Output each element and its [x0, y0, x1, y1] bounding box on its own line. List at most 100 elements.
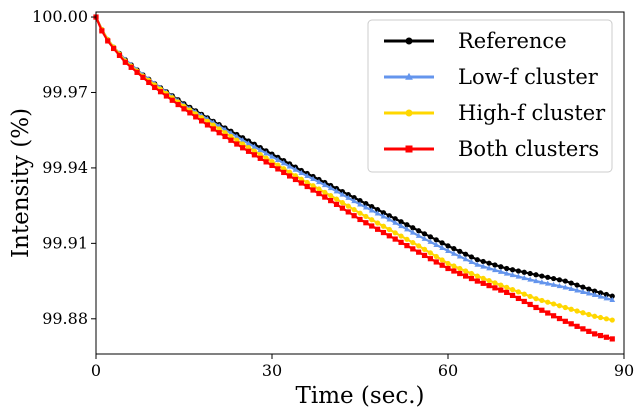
- data-point: [374, 210, 381, 216]
- data-point: [456, 253, 463, 259]
- data-point: [386, 233, 392, 239]
- data-point: [585, 290, 592, 296]
- data-point: [498, 282, 504, 288]
- data-point: [497, 268, 504, 274]
- data-point: [380, 223, 387, 229]
- data-point: [580, 326, 586, 332]
- y-axis-label: Intensity (%): [8, 108, 34, 258]
- legend-entry: Low-f cluster: [384, 65, 599, 89]
- data-point: [345, 209, 351, 215]
- data-point: [292, 176, 299, 183]
- data-point: [597, 332, 604, 339]
- data-point: [322, 189, 328, 195]
- data-point: [591, 291, 598, 297]
- data-point: [445, 260, 451, 267]
- data-point: [351, 213, 357, 219]
- data-point: [592, 288, 598, 294]
- data-point: [445, 243, 451, 249]
- data-point: [175, 101, 181, 108]
- data-point: [545, 310, 551, 316]
- data-point: [245, 148, 252, 154]
- data-point: [369, 223, 375, 229]
- data-point: [597, 290, 604, 296]
- y-tick-label: 99.97: [42, 82, 88, 101]
- data-point: [609, 336, 615, 342]
- data-point: [551, 313, 557, 319]
- data-point: [333, 188, 340, 194]
- data-point: [551, 275, 557, 282]
- data-point: [451, 250, 457, 256]
- data-point: [310, 187, 316, 193]
- data-point: [351, 197, 357, 204]
- data-point: [527, 270, 533, 277]
- data-point: [474, 273, 480, 279]
- data-point: [568, 306, 574, 312]
- data-point: [474, 278, 480, 284]
- data-point: [369, 217, 375, 223]
- data-point: [568, 285, 575, 291]
- data-point: [421, 231, 428, 237]
- data-point: [492, 285, 498, 291]
- data-point: [263, 159, 269, 165]
- data-point: [386, 216, 393, 222]
- data-point: [427, 256, 433, 262]
- data-point: [597, 293, 604, 299]
- data-point: [345, 194, 352, 200]
- data-point: [445, 265, 451, 272]
- data-point: [152, 84, 158, 91]
- data-point: [556, 282, 563, 289]
- data-point: [480, 258, 486, 265]
- data-point: [556, 315, 563, 322]
- data-point: [504, 289, 510, 295]
- data-point: [439, 262, 445, 268]
- legend-label: Both clusters: [458, 137, 599, 161]
- data-point: [427, 238, 434, 244]
- data-point: [251, 152, 257, 158]
- data-point: [292, 166, 299, 172]
- data-point: [515, 295, 521, 302]
- legend-label: Low-f cluster: [458, 65, 599, 89]
- data-point: [351, 194, 357, 201]
- data-point: [363, 220, 369, 226]
- data-point: [451, 263, 457, 269]
- data-point: [99, 28, 105, 34]
- legend-swatch-marker: [405, 72, 413, 80]
- data-point: [357, 216, 363, 223]
- data-point: [457, 248, 463, 254]
- y-tick-label: 99.91: [42, 233, 88, 252]
- legend-entry: High-f cluster: [384, 101, 606, 125]
- data-point: [609, 296, 616, 303]
- data-point: [146, 79, 152, 86]
- data-point: [509, 271, 516, 278]
- data-point: [375, 207, 381, 213]
- data-point: [134, 69, 140, 75]
- data-point: [492, 262, 498, 268]
- data-point: [574, 323, 580, 329]
- series-layer: [93, 13, 616, 342]
- data-point: [187, 110, 193, 116]
- data-point: [592, 331, 598, 337]
- data-point: [498, 287, 504, 293]
- data-point: [592, 313, 598, 319]
- data-point: [463, 273, 469, 279]
- data-point: [533, 296, 539, 302]
- data-point: [504, 284, 510, 290]
- data-point: [457, 265, 463, 272]
- data-point: [416, 228, 422, 234]
- data-point: [304, 179, 310, 186]
- data-point: [468, 258, 475, 265]
- data-point: [210, 126, 216, 132]
- data-point: [597, 314, 604, 321]
- data-point: [398, 233, 404, 239]
- data-point: [410, 239, 416, 246]
- legend-label: High-f cluster: [458, 101, 606, 125]
- data-point: [404, 236, 410, 242]
- legend-box: [367, 19, 613, 173]
- data-point: [380, 229, 387, 236]
- data-point: [321, 181, 328, 188]
- data-point: [392, 236, 398, 242]
- data-point: [140, 74, 146, 80]
- data-point: [533, 272, 539, 278]
- data-point: [457, 270, 463, 277]
